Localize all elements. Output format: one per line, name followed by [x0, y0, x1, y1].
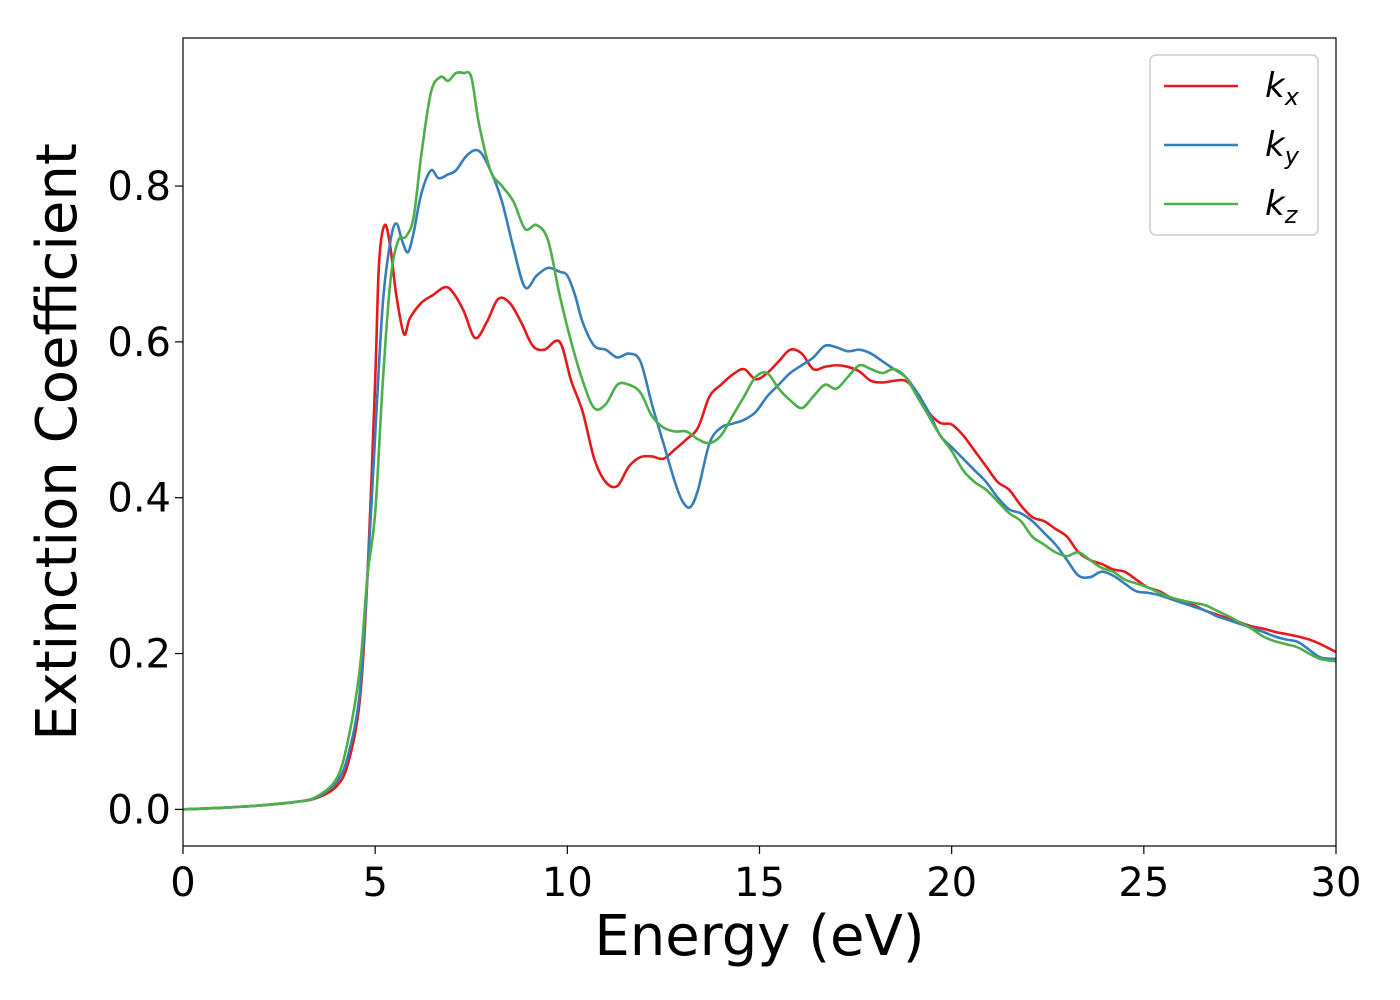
legend-label-z: kz: [1265, 184, 1299, 229]
y-tick-label: 0.0: [107, 787, 171, 833]
x-tick-label: 5: [362, 860, 387, 906]
legend-label-y: ky: [1265, 125, 1300, 170]
x-tick-label: 15: [734, 860, 785, 906]
y-axis-label: Extinction Coefficient: [25, 143, 90, 741]
x-tick-label: 25: [1118, 860, 1169, 906]
legend-label-x: kx: [1265, 66, 1300, 111]
legend: kx ky kz: [1149, 54, 1319, 236]
x-axis-ticks: 0 5 10 15 20 25 30: [170, 846, 1361, 906]
y-tick-label: 0.4: [107, 476, 171, 522]
y-tick-label: 0.6: [107, 320, 171, 366]
x-axis-label: Energy (eV): [594, 904, 924, 969]
series-line-y: [183, 148, 1336, 811]
y-tick-label: 0.2: [107, 632, 171, 678]
x-tick-label: 0: [170, 860, 195, 906]
y-axis-ticks: 0.0 0.2 0.4 0.6 0.8: [107, 164, 183, 833]
series-line-z: [183, 70, 1336, 811]
x-tick-label: 30: [1311, 860, 1362, 906]
x-tick-label: 20: [926, 860, 977, 906]
y-tick-label: 0.8: [107, 164, 171, 210]
series-layer: [183, 70, 1336, 811]
x-tick-label: 10: [542, 860, 593, 906]
